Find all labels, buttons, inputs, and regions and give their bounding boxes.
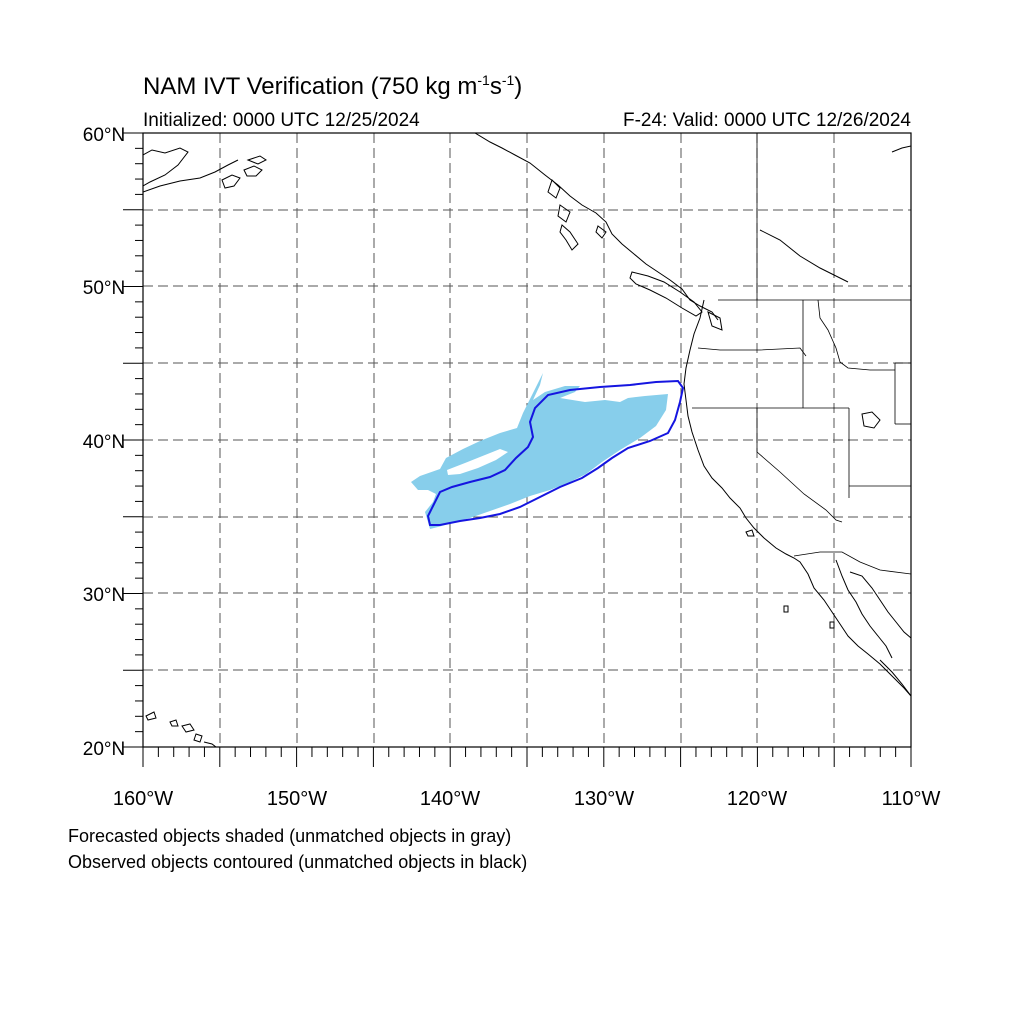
forecast-ivt-object xyxy=(411,373,668,529)
lon-label-120w: 120°W xyxy=(727,788,787,810)
lat-label-50: 50°N xyxy=(83,278,125,299)
forecast-note: Forecasted objects shaded (unmatched obj… xyxy=(68,826,512,846)
lat-label-30: 30°N xyxy=(83,585,125,606)
lat-label-60: 60°N xyxy=(83,125,125,146)
lon-label-150w: 150°W xyxy=(267,788,327,810)
forecast-object-hole xyxy=(447,449,508,475)
lat-label-40: 40°N xyxy=(83,432,125,453)
valid-time: F-24: Valid: 0000 UTC 12/26/2024 xyxy=(623,110,911,131)
lat-label-20: 20°N xyxy=(83,739,125,760)
coastlines xyxy=(143,133,911,747)
lon-label-110w: 110°W xyxy=(882,788,941,810)
observed-note: Observed objects contoured (unmatched ob… xyxy=(68,852,528,872)
longitude-labels: 160°W 150°W 140°W 130°W 120°W 110°W xyxy=(113,788,941,810)
lon-label-140w: 140°W xyxy=(420,788,480,810)
initialized-time: Initialized: 0000 UTC 12/25/2024 xyxy=(143,110,420,131)
latitude-labels: 60°N 50°N 40°N 30°N 20°N xyxy=(83,125,125,760)
lon-label-130w: 130°W xyxy=(574,788,634,810)
map-title: NAM IVT Verification (750 kg m-1s-1) xyxy=(143,72,523,100)
axis-ticks xyxy=(123,132,912,767)
observed-ivt-contour xyxy=(426,379,685,526)
lon-label-160w: 160°W xyxy=(113,788,173,810)
political-borders xyxy=(692,133,911,575)
